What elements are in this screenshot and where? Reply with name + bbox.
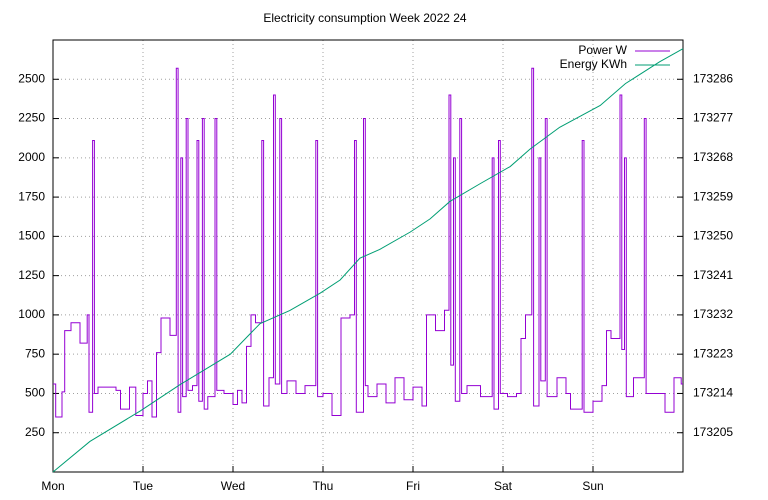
chart-title: Electricity consumption Week 2022 24 — [263, 11, 467, 25]
y-tick-label: 2500 — [18, 71, 45, 85]
legend-label: Power W — [578, 43, 627, 57]
y2-tick-label: 173214 — [693, 386, 733, 400]
y2-tick-label: 173223 — [693, 346, 733, 360]
y-tick-label: 2000 — [18, 150, 45, 164]
y-tick-label: 1000 — [18, 307, 45, 321]
y2-tick-label: 173250 — [693, 229, 733, 243]
x-tick-label: Sat — [494, 479, 513, 493]
y-tick-label: 500 — [25, 386, 45, 400]
x-tick-label: Thu — [313, 479, 334, 493]
plot-border — [52, 39, 684, 473]
y-tick-label: 250 — [25, 425, 45, 439]
y2-tick-label: 173277 — [693, 111, 733, 125]
y2-tick-label: 173232 — [693, 307, 733, 321]
data-line — [52, 48, 684, 473]
y2-tick-label: 173268 — [693, 150, 733, 164]
y2-tick-label: 173259 — [693, 189, 733, 203]
x-tick-label: Wed — [221, 479, 245, 493]
y2-tick-label: 173205 — [693, 425, 733, 439]
x-tick-label: Mon — [41, 479, 64, 493]
legend-label: Energy KWh — [560, 57, 627, 71]
x-tick-label: Tue — [133, 479, 154, 493]
y-tick-label: 1250 — [18, 268, 45, 282]
y2-tick-label: 173286 — [693, 71, 733, 85]
x-tick-label: Sun — [582, 479, 603, 493]
x-tick-label: Fri — [406, 479, 420, 493]
y-tick-label: 2250 — [18, 111, 45, 125]
y-tick-label: 1750 — [18, 189, 45, 203]
y-tick-label: 750 — [25, 346, 45, 360]
data-line — [53, 67, 683, 418]
y2-tick-label: 173241 — [693, 268, 733, 282]
y-tick-label: 1500 — [18, 229, 45, 243]
